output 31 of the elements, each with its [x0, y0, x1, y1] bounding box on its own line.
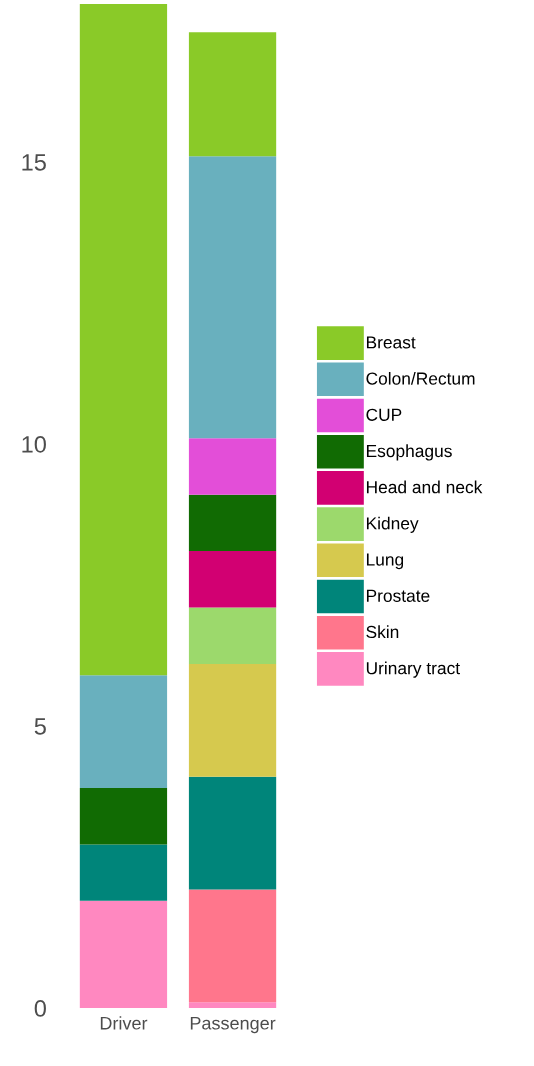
- bar: [79, 900, 168, 1008]
- legend-label: CUP: [366, 408, 402, 421]
- y-tick-label: 5: [34, 718, 46, 735]
- bar: [188, 663, 277, 777]
- y-tick-label: 10: [22, 436, 46, 453]
- legend-label: Prostate: [366, 589, 430, 602]
- bar: [188, 607, 277, 664]
- bar: [188, 551, 277, 608]
- legend-label: Colon/Rectum: [366, 371, 475, 385]
- legend-label: Urinary tract: [366, 661, 460, 678]
- bar: [188, 494, 277, 552]
- x-tick-label: Passenger: [190, 1017, 276, 1034]
- bar: [188, 156, 277, 439]
- bar: [79, 4, 168, 676]
- legend-label: Breast: [366, 336, 416, 349]
- bar: [79, 675, 168, 789]
- x-tick-label: Driver: [100, 1016, 148, 1030]
- bar: [188, 889, 277, 1003]
- bar: [79, 844, 168, 901]
- y-tick-label: 15: [22, 154, 46, 171]
- bar: [188, 776, 277, 890]
- bar: [188, 32, 277, 157]
- bar: [188, 1002, 277, 1008]
- y-tick-label: 0: [34, 1000, 46, 1017]
- bar: [79, 788, 168, 845]
- legend-label: Esophagus: [366, 444, 452, 461]
- legend-label: Skin: [366, 625, 399, 639]
- bar: [188, 438, 277, 495]
- legend-label: Head and neck: [366, 480, 483, 494]
- legend-label: Lung: [366, 553, 404, 570]
- legend-label: Kidney: [366, 516, 419, 533]
